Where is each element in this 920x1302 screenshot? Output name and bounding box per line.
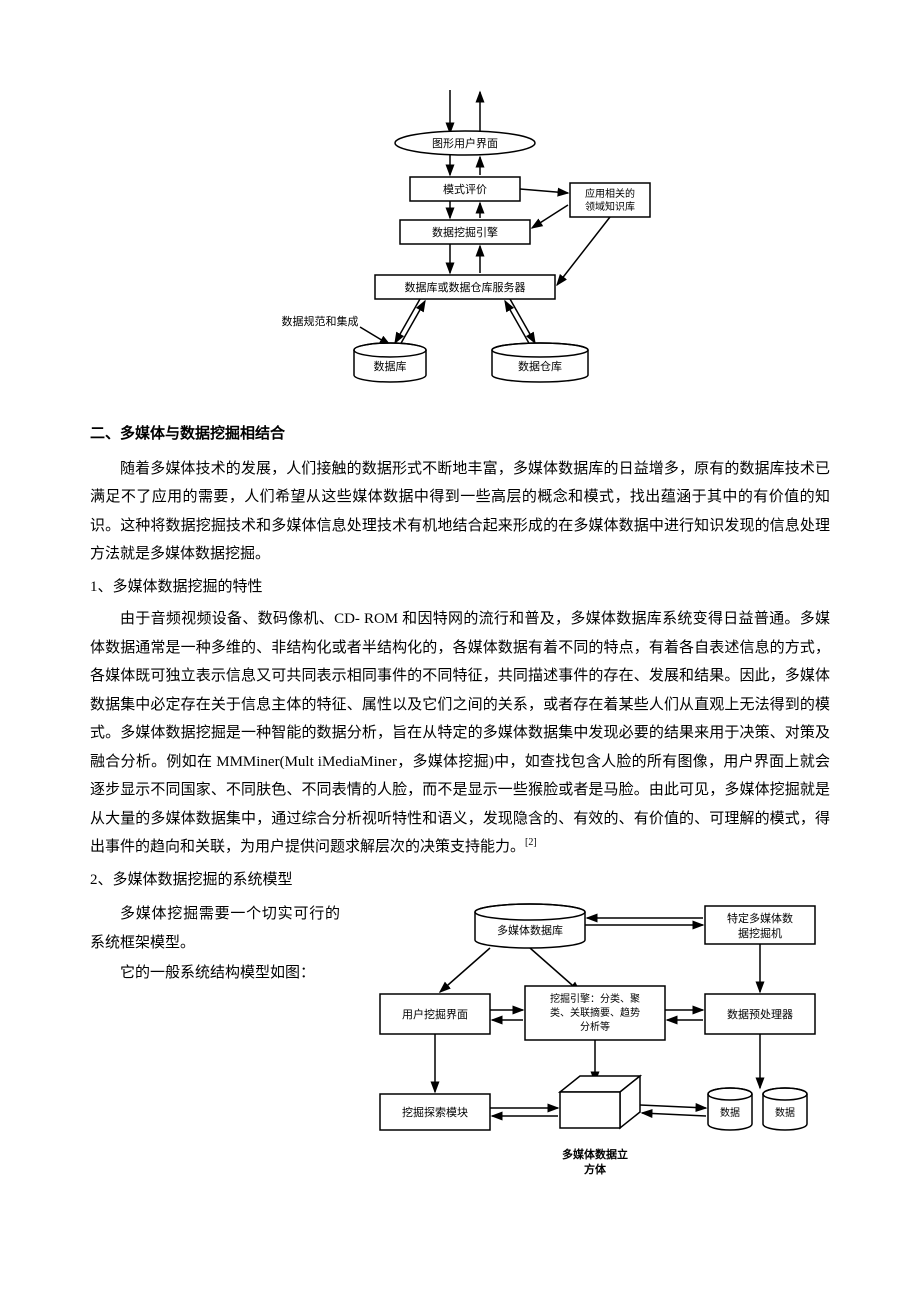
node-server: 数据库或数据仓库服务器 [405,280,526,294]
section-2-p1: 随着多媒体技术的发展，人们接触的数据形式不断地丰富，多媒体数据库的日益增多，原有… [90,455,830,569]
node-explore: 挖掘探索模块 [402,1105,468,1119]
bottom-text: 多媒体挖掘需要一个切实可行的系统框架模型。 它的一般系统结构模型如图： [90,900,340,990]
node-kb-2: 领域知识库 [585,200,635,213]
node-miner-2: 据挖掘机 [738,926,782,940]
node-db: 数据库 [374,359,407,373]
sub1-p1-text: 由于音频视频设备、数码像机、CD- ROM 和因特网的流行和普及，多媒体数据库系… [90,611,830,855]
node-miner-1: 特定多媒体数 [727,911,793,925]
node-engine-2: 类、关联摘要、趋势 [550,1006,640,1019]
diagram-2-container: 多媒体数据库 特定多媒体数 据挖掘机 用户挖掘界面 挖掘引擎：分类、聚 类、关联… [360,900,830,1180]
sub1-p1: 由于音频视频设备、数码像机、CD- ROM 和因特网的流行和普及，多媒体数据库系… [90,605,830,862]
node-engine-3: 分析等 [580,1020,610,1033]
node-data2: 数据 [775,1106,795,1119]
node-dw: 数据仓库 [518,359,562,373]
diagram-1-container: 图形用户界面 模式评价 数据挖掘引擎 数据库或数据仓库服务器 应用相关的 领域知… [90,90,830,400]
node-kb-1: 应用相关的 [585,187,635,200]
node-preproc: 数据预处理器 [727,1007,793,1021]
architecture-diagram-1: 图形用户界面 模式评价 数据挖掘引擎 数据库或数据仓库服务器 应用相关的 领域知… [260,90,660,400]
bottom-row: 多媒体挖掘需要一个切实可行的系统框架模型。 它的一般系统结构模型如图： 多媒体数… [90,900,830,1180]
node-engine: 数据挖掘引擎 [432,225,498,239]
node-spec: 数据规范和集成 [282,314,359,328]
sub1-ref: [2] [525,837,537,848]
node-ui: 用户挖掘界面 [402,1007,468,1021]
sub2-p2: 它的一般系统结构模型如图： [90,959,340,988]
node-gui: 图形用户界面 [432,136,498,150]
node-data1: 数据 [720,1106,740,1119]
node-cube-1: 多媒体数据立 [562,1147,628,1161]
node-eval: 模式评价 [443,183,487,196]
sub2-p1: 多媒体挖掘需要一个切实可行的系统框架模型。 [90,900,340,957]
node-cube-2: 方体 [584,1162,607,1176]
node-engine-1: 挖掘引擎：分类、聚 [550,992,640,1005]
architecture-diagram-2: 多媒体数据库 特定多媒体数 据挖掘机 用户挖掘界面 挖掘引擎：分类、聚 类、关联… [360,900,830,1180]
node-mmdb: 多媒体数据库 [497,923,563,937]
section-2-heading: 二、多媒体与数据挖掘相结合 [90,420,830,449]
sub2-heading: 2、多媒体数据挖掘的系统模型 [90,866,830,895]
sub1-heading: 1、多媒体数据挖掘的特性 [90,573,830,602]
